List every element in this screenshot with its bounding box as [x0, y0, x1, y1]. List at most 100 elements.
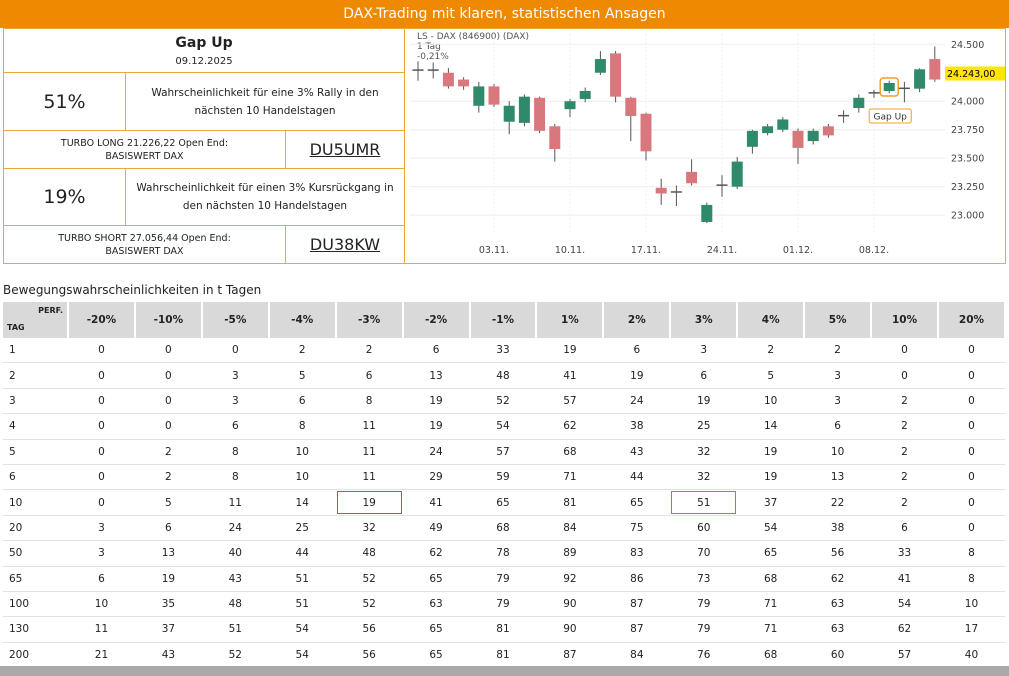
table-cell: 22	[804, 489, 872, 516]
table-cell: 65	[402, 566, 470, 592]
table-cell: 56	[804, 540, 872, 567]
table-cell: 11	[335, 413, 403, 440]
candle-body	[686, 171, 698, 184]
table-cell: 19	[402, 413, 470, 440]
table-cell: 19	[737, 464, 805, 491]
table-cell: 43	[134, 642, 202, 669]
header: DAX-Trading mit klaren, statistischen An…	[0, 0, 1009, 28]
candle-body	[701, 204, 713, 222]
table-cell: 19	[402, 388, 470, 415]
table-cell: 40	[201, 540, 269, 567]
y-tick-label: 24.000	[951, 97, 984, 108]
table-cell: 62	[402, 540, 470, 567]
table-cell: 8	[335, 388, 403, 415]
rally-probability: 51%	[43, 90, 86, 113]
table-cell: 60	[670, 515, 738, 542]
candle-body	[412, 69, 424, 71]
column-header: 2%	[603, 302, 672, 338]
table-head: PERF. TAG -20% -10% -5% -4% -3% -2% -1% 1% 2% 3% 4% 5…	[3, 302, 1007, 338]
table-cell: 10	[937, 591, 1005, 618]
table-row: 1 0 0 0 2 2 6 33 19 6 3 2 2 0 0	[3, 338, 1005, 364]
candle-body	[822, 126, 834, 136]
table-cell: 13	[804, 464, 872, 491]
table-cell: 10	[737, 388, 805, 415]
table-cell: 0	[871, 362, 938, 389]
row-tag: 20	[3, 515, 68, 542]
table-row: 100 10 35 48 51 52 63 79 90 87 79 71 63 54 10	[3, 591, 1005, 618]
table-cell: 6	[68, 566, 135, 592]
table-cell: 0	[68, 439, 135, 465]
table-cell: 2	[871, 388, 938, 415]
candle-body	[807, 130, 819, 142]
chart-subtitle: 1 Tag	[417, 42, 441, 52]
table-row: 5 0 2 8 10 11 24 57 68 43 32 19 10 2 0	[3, 439, 1005, 465]
table-cell: 5	[737, 362, 805, 389]
table-cell: 19	[737, 439, 805, 465]
table-cell: 6	[670, 362, 738, 389]
short-code[interactable]: DU38KW	[309, 235, 381, 254]
candle-body	[898, 87, 910, 90]
decline-cell: 19%	[3, 168, 126, 226]
table-cell: 81	[469, 642, 537, 669]
table-row: 3 0 0 3 6 8 19 52 57 24 19 10 3 2 0	[3, 388, 1005, 415]
row-tag: 130	[3, 616, 68, 643]
candle-body	[610, 53, 622, 97]
table-row: 65 6 19 43 51 52 65 79 92 86 73 68 62 41 8	[3, 566, 1005, 592]
table-cell: 79	[670, 591, 738, 618]
long-line1: TURBO LONG 21.226,22 Open End:	[60, 137, 229, 149]
table-cell: 49	[402, 515, 470, 542]
candle-body	[868, 92, 880, 94]
panel-title: Gap Up	[175, 34, 233, 51]
table-cell: 0	[871, 338, 938, 364]
last-price-label: 24.243,00	[947, 69, 995, 80]
table-cell: 75	[603, 515, 671, 542]
row-tag: 100	[3, 591, 68, 618]
table-cell: 10	[268, 439, 336, 465]
table-cell: 84	[603, 642, 671, 669]
table-cell: 51	[268, 566, 336, 592]
table-cell: 5	[134, 489, 202, 516]
column-header: 1%	[536, 302, 605, 338]
table-cell: 70	[670, 540, 738, 567]
table-cell: 0	[134, 338, 202, 364]
row-tag: 4	[3, 413, 68, 440]
table-cell: 0	[68, 489, 135, 516]
table-cell: 19	[335, 489, 403, 516]
row-tag: 2	[3, 362, 68, 389]
table-cell: 21	[68, 642, 135, 669]
table-cell: 92	[536, 566, 604, 592]
long-code[interactable]: DU5UMR	[309, 140, 381, 159]
table-cell: 6	[201, 413, 269, 440]
table-row: 130 11 37 51 54 56 65 81 90 87 79 71 63 62 17	[3, 616, 1005, 643]
column-header: -1%	[469, 302, 538, 338]
table-cell: 71	[737, 616, 805, 643]
decline-text: Wahrscheinlichkeit für einen 3% Kursrück…	[136, 182, 394, 212]
table-cell: 25	[268, 515, 336, 542]
x-tick-label: 17.11.	[631, 245, 661, 256]
table-cell: 38	[804, 515, 872, 542]
table-cell: 65	[469, 489, 537, 516]
table-cell: 24	[201, 515, 269, 542]
table-title: Bewegungswahrscheinlichkeiten in t Tagen	[3, 283, 262, 297]
table-cell: 2	[804, 338, 872, 364]
row-tag: 1	[3, 338, 68, 364]
table-cell: 3	[201, 388, 269, 415]
candle-body	[427, 69, 439, 71]
table-cell: 37	[134, 616, 202, 643]
table-cell: 2	[335, 338, 403, 364]
long-cell: TURBO LONG 21.226,22 Open End: BASISWERT…	[3, 130, 286, 169]
annotation-label: Gap Up	[874, 112, 908, 122]
x-tick-label: 08.12.	[859, 245, 889, 256]
short-code-cell: DU38KW	[285, 225, 405, 264]
table-row: 2 0 0 3 5 6 13 48 41 19 6 5 3 0 0	[3, 362, 1005, 389]
table-cell: 81	[469, 616, 537, 643]
table-cell: 43	[603, 439, 671, 465]
table-cell: 11	[201, 489, 269, 516]
corner-row-label: TAG	[7, 323, 25, 332]
table-cell: 10	[804, 439, 872, 465]
table-cell: 76	[670, 642, 738, 669]
table-cell: 24	[603, 388, 671, 415]
row-tag: 200	[3, 642, 68, 669]
table-cell: 65	[603, 489, 671, 516]
table-cell: 54	[871, 591, 938, 618]
